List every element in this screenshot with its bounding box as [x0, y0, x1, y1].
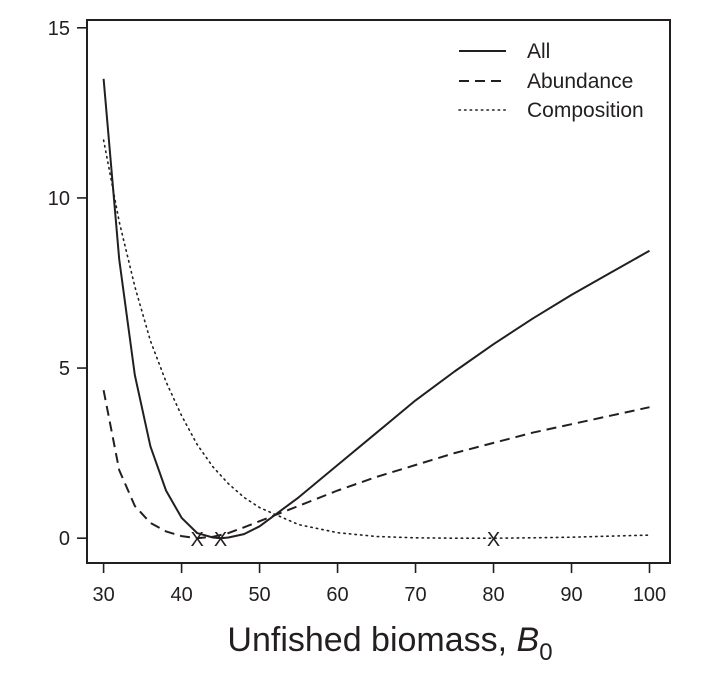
plot-frame	[86, 19, 671, 564]
x-axis: 30 40 50 60 70 80 90 100	[92, 563, 666, 606]
x-tick-label: 80	[482, 584, 504, 606]
series-line-all	[102, 78, 650, 540]
series-line-abundance	[102, 390, 650, 540]
x-axis-title-symbol: B	[517, 621, 540, 659]
x-tick-label: 70	[404, 584, 426, 606]
series-line-composition	[102, 139, 651, 539]
y-tick-label: 5	[59, 358, 70, 380]
x-tick-label: 30	[92, 584, 114, 606]
minimum-marker: X	[191, 529, 204, 551]
x-axis-title-text: Unfished biomass,	[227, 621, 516, 659]
x-tick-label: 50	[248, 584, 270, 606]
series-layer	[102, 78, 651, 540]
legend-label-abundance: Abundance	[527, 70, 633, 93]
legend-label-composition: Composition	[527, 99, 644, 122]
x-tick-label: 100	[633, 584, 666, 606]
y-tick-label: 0	[59, 528, 70, 550]
x-axis-title: Unfished biomass, B0	[227, 621, 552, 666]
legend-label-all: All	[527, 40, 550, 63]
y-tick-label: 10	[48, 188, 70, 210]
y-tick-label: 15	[48, 18, 70, 40]
x-tick-label: 60	[326, 584, 348, 606]
y-axis: 0 5 10 15	[48, 18, 87, 550]
minimum-marker: X	[487, 529, 500, 551]
x-tick-label: 40	[170, 584, 192, 606]
x-axis-title-subscript: 0	[539, 639, 552, 666]
x-tick-label: 90	[560, 584, 582, 606]
legend: All Abundance Composition	[458, 40, 644, 122]
minimum-marker: X	[214, 529, 227, 551]
